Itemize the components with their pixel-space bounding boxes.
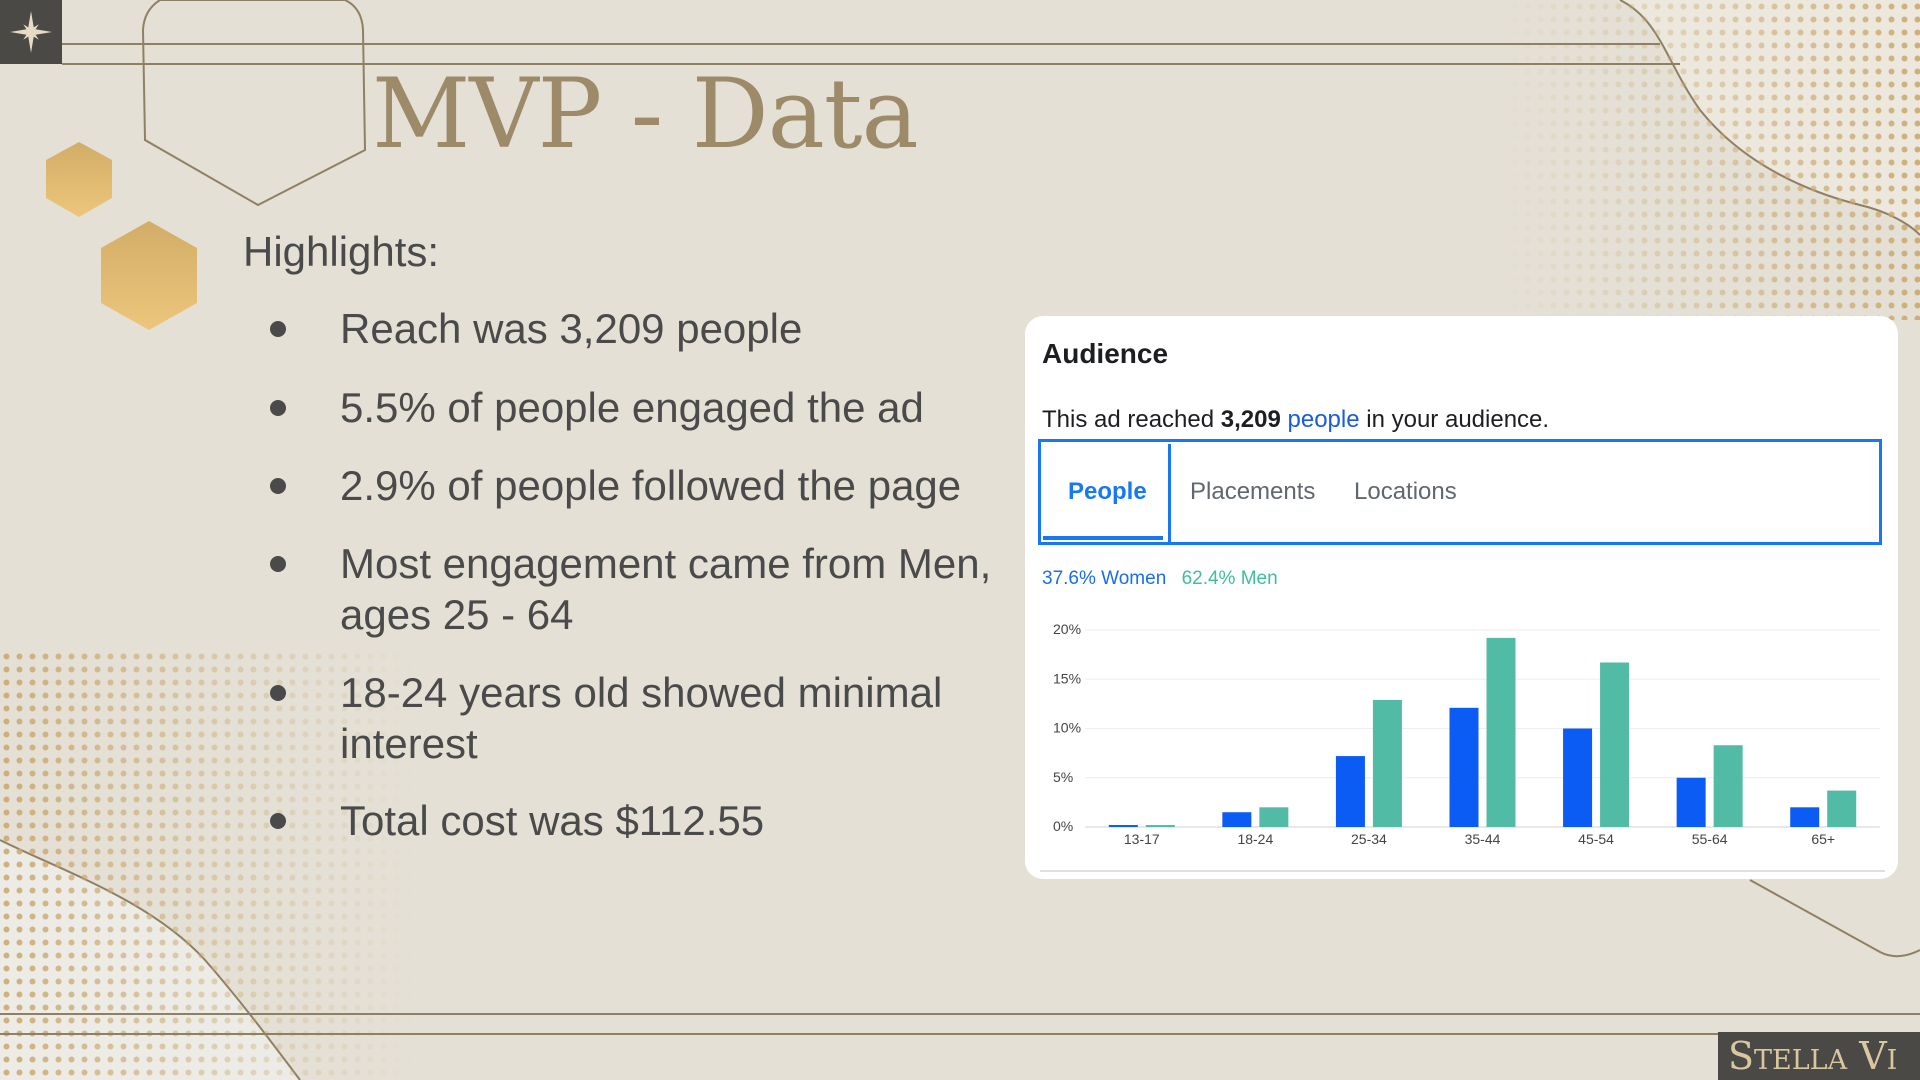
bar-women-45-54 [1563, 728, 1593, 827]
card-divider [1040, 870, 1885, 872]
bullet-text: Total cost was $112.55 [340, 797, 765, 844]
brand-badge: Stella Vi [1718, 1032, 1920, 1080]
audience-age-chart: 0% 5% 10% 15% 20% 13-17 18-24 25-34 35-44 45-54 55… [1053, 621, 1880, 847]
bullet-icon [270, 400, 286, 416]
tab-focus-divider [1168, 444, 1171, 544]
bullet-text: 5.5% of people engaged the ad [340, 384, 924, 431]
bullet-text: Most engagement came from Men, ages 25 -… [340, 540, 992, 638]
bar-women-13-17 [1108, 825, 1138, 827]
x-tick-label: 25-34 [1351, 831, 1387, 847]
x-tick-label: 35-44 [1465, 831, 1501, 847]
bar-men-13-17 [1145, 825, 1175, 827]
tab-people[interactable]: People [1068, 478, 1147, 505]
reach-number: 3,209 [1220, 406, 1281, 433]
y-tick-label: 15% [1053, 670, 1081, 686]
bar-men-65+ [1827, 790, 1857, 827]
bar-women-55-64 [1676, 777, 1706, 827]
legend-women: 37.6% Women [1042, 568, 1167, 589]
highlights-heading: Highlights: [243, 228, 440, 275]
bullet-icon [270, 556, 286, 572]
bar-men-45-54 [1600, 662, 1630, 827]
bullet-icon [270, 321, 286, 337]
people-link[interactable]: people [1287, 406, 1360, 433]
corner-badge [0, 0, 62, 64]
tab-placements[interactable]: Placements [1190, 478, 1316, 505]
bullet-text: Reach was 3,209 people [340, 305, 803, 352]
active-tab-indicator [1043, 536, 1163, 540]
x-tick-label: 18-24 [1237, 831, 1273, 847]
audience-tabs: People Placements Locations [1038, 439, 1882, 545]
bullet-icon [270, 478, 286, 494]
bullet-text: 18-24 years old showed minimal interest [340, 669, 943, 767]
y-tick-label: 20% [1053, 621, 1081, 637]
bar-women-18-24 [1222, 812, 1252, 827]
bullet-icon [270, 685, 286, 701]
bar-men-35-44 [1486, 637, 1516, 827]
x-tick-label: 65+ [1811, 831, 1835, 847]
gender-legend: 37.6% Women 62.4% Men [1042, 568, 1278, 590]
tab-locations[interactable]: Locations [1354, 478, 1457, 505]
bar-women-65+ [1790, 807, 1820, 827]
reach-prefix: This ad reached [1042, 406, 1215, 433]
bullet-text: 2.9% of people followed the page [340, 462, 962, 509]
legend-men: 62.4% Men [1181, 568, 1278, 589]
y-tick-label: 5% [1053, 769, 1073, 785]
audience-title: Audience [1042, 338, 1169, 369]
bar-women-25-34 [1335, 756, 1365, 827]
reach-suffix: in your audience. [1366, 406, 1550, 433]
bar-men-25-34 [1372, 699, 1402, 827]
compass-star-icon [10, 11, 52, 53]
audience-card: Audience This ad reached 3,209 people in… [1025, 316, 1898, 879]
reach-summary: This ad reached 3,209 people in your aud… [1042, 406, 1549, 434]
y-tick-label: 0% [1053, 818, 1073, 834]
x-tick-label: 55-64 [1692, 831, 1728, 847]
bar-women-35-44 [1449, 707, 1479, 827]
x-tick-label: 45-54 [1578, 831, 1614, 847]
brand-text: Stella Vi [1728, 1034, 1898, 1078]
bullet-icon [270, 813, 286, 829]
x-tick-label: 13-17 [1124, 831, 1160, 847]
y-tick-label: 10% [1053, 720, 1081, 736]
bar-men-18-24 [1259, 807, 1289, 827]
slide-title: MVP - Data [372, 58, 919, 170]
bar-men-55-64 [1713, 745, 1743, 827]
